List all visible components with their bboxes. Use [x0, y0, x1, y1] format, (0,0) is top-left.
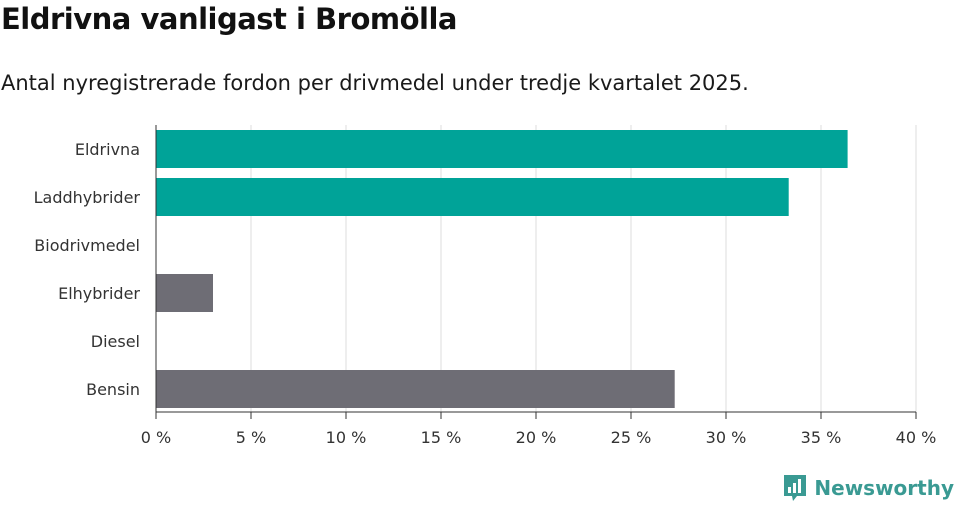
newsworthy-logo-icon — [784, 475, 807, 501]
x-tick-label: 5 % — [236, 428, 266, 447]
bar-eldrivna[interactable] — [156, 130, 848, 168]
x-tick-label: 0 % — [141, 428, 171, 447]
bar-elhybrider[interactable] — [156, 274, 213, 312]
x-tick-label: 25 % — [611, 428, 652, 447]
x-axis: 0 % 5 % 10 % 15 % 20 % 25 % 30 % 35 % 40 % — [141, 125, 937, 447]
gridlines — [250, 125, 917, 412]
category-label: Diesel — [91, 332, 140, 351]
category-label: Laddhybrider — [34, 188, 141, 207]
bars — [156, 130, 848, 408]
newsworthy-logo[interactable]: Newsworthy — [782, 474, 954, 502]
category-label: Biodrivmedel — [34, 236, 140, 255]
x-tick-label: 40 % — [896, 428, 937, 447]
chart-title: Eldrivna vanligast i Bromölla — [1, 2, 457, 36]
brand-name: Newsworthy — [814, 476, 954, 500]
bar-bensin[interactable] — [156, 370, 675, 408]
x-tick-label: 15 % — [421, 428, 462, 447]
x-tick-label: 30 % — [706, 428, 747, 447]
x-tick-label: 10 % — [326, 428, 367, 447]
x-tick-label: 20 % — [516, 428, 557, 447]
chart-subtitle: Antal nyregistrerade fordon per drivmede… — [1, 71, 749, 95]
category-label: Bensin — [86, 380, 140, 399]
x-tick-label: 35 % — [801, 428, 842, 447]
category-label: Eldrivna — [75, 140, 140, 159]
bar-chart: 0 % 5 % 10 % 15 % 20 % 25 % 30 % 35 % 40 % Eldri… — [34, 125, 937, 447]
bar-laddhybrider[interactable] — [156, 178, 789, 216]
category-labels: Eldrivna Laddhybrider Biodrivmedel Elhybrid… — [34, 140, 141, 399]
category-label: Elhybrider — [58, 284, 140, 303]
